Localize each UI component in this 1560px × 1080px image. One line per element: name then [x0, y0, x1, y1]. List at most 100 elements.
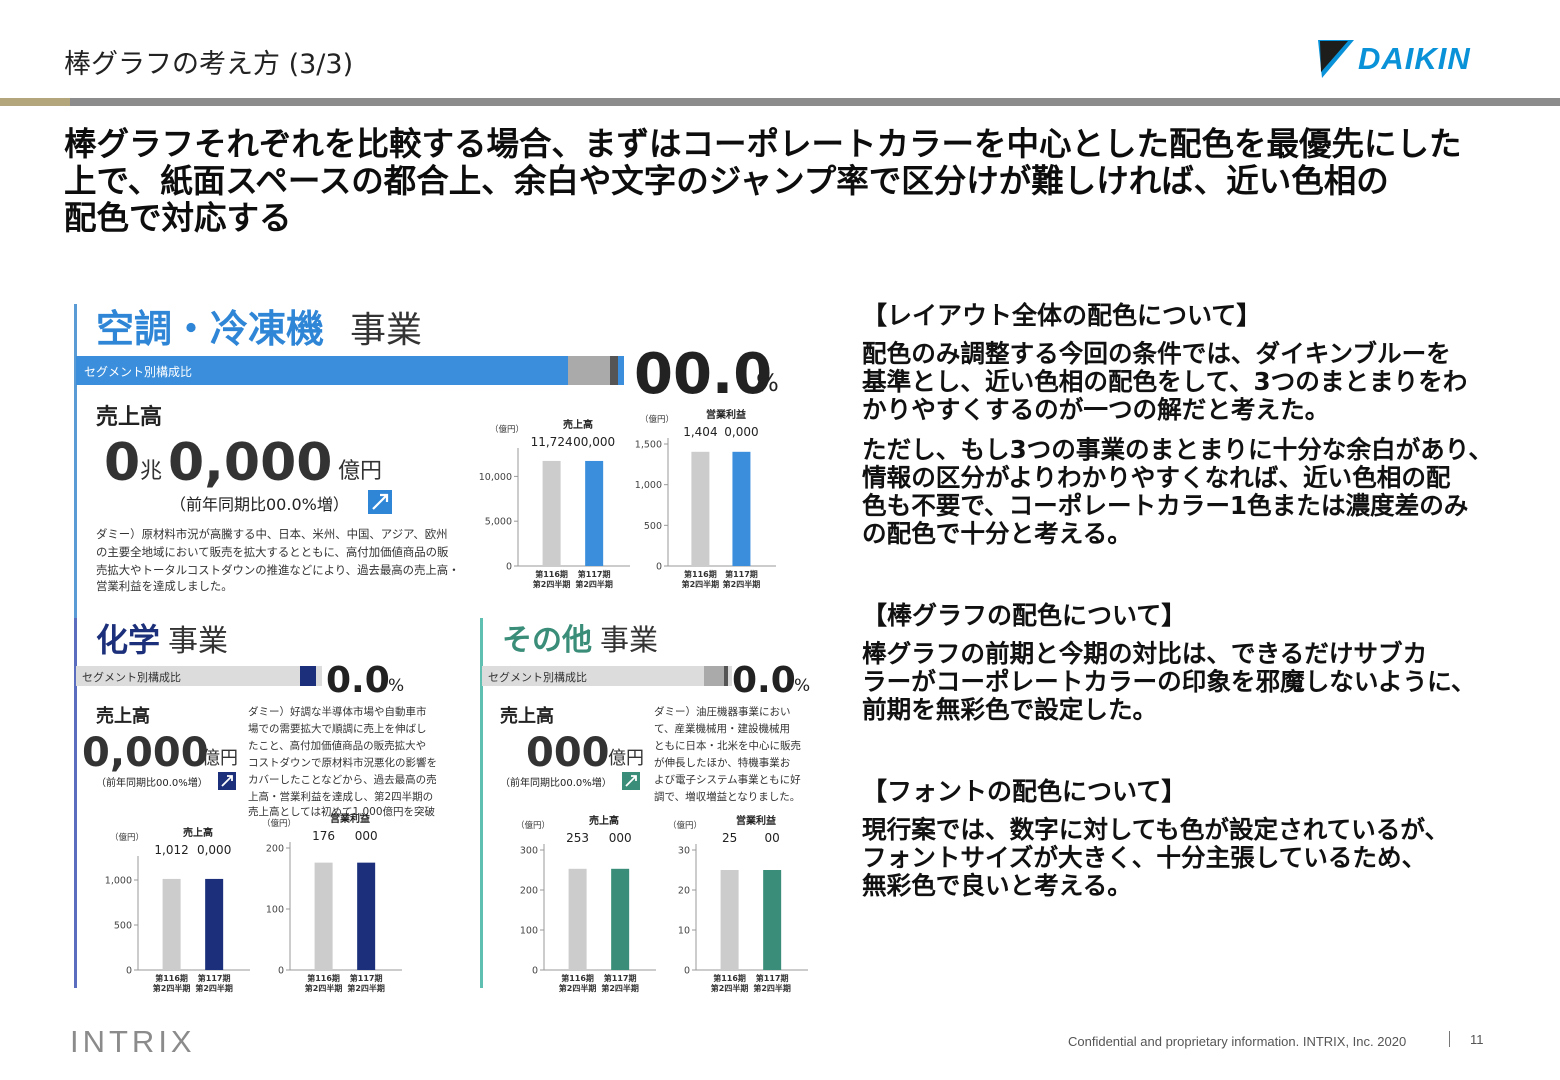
hvac-title: 空調・冷凍機 — [96, 307, 324, 351]
section-line: 現行案では、数字に対しても色が設定されているが、 — [862, 815, 1450, 844]
section-bar-colors: 【棒グラフの配色について】 棒グラフの前期と今期の対比は、できるだけサブカ ラー… — [862, 596, 1522, 724]
chart-tick-label: 0 — [684, 966, 690, 977]
hvac-ratio: 00.0 — [634, 342, 772, 407]
chart-tick-label: 10 — [678, 926, 690, 937]
chart-x-label: 第2四半期 — [559, 983, 597, 993]
chem-title-sub: 事業 — [168, 624, 228, 659]
chem-body-line: コストダウンで原材料市況悪化の影響を — [248, 756, 437, 769]
chart-x-label: 第117期 — [604, 973, 637, 983]
hvac-segment-bar-rest — [568, 356, 616, 385]
chart-unit-label: （億円） — [262, 818, 296, 829]
chart-x-label: 第2四半期 — [753, 983, 791, 993]
chart-tick-label: 1,000 — [105, 876, 132, 887]
chart-unit-label: （億円） — [640, 414, 674, 425]
chart-bar — [542, 460, 561, 566]
chart-tick-label: 10,000 — [479, 472, 512, 483]
section-heading: 【フォントの配色について】 — [862, 777, 1187, 806]
hvac-sales-value-1: 0 — [104, 433, 140, 493]
headline-line: 上で、紙面スペースの都合上、余白や文字のジャンプ率で区分けが難しければ、近い色相… — [64, 162, 1389, 200]
hvac-body-line: ダミー）原材料市況が高騰する中、日本、米州、中国、アジア、欧州 — [96, 527, 448, 541]
chart-bar — [763, 870, 782, 970]
headline: 棒グラフそれぞれを比較する場合、まずはコーポレートカラーを中心とした配色を最優先… — [64, 126, 1504, 237]
footer-note: Confidential and proprietary information… — [1068, 1034, 1407, 1049]
section-line: 無彩色で良いと考える。 — [862, 871, 1132, 900]
chart-tick-label: 0 — [506, 562, 512, 573]
chart-bar — [205, 878, 224, 970]
slide-title: 棒グラフの考え方 (3/3) — [64, 49, 354, 80]
chem-title: 化学 — [96, 621, 160, 659]
header-rule-accent — [0, 98, 70, 106]
chart-tick-label: 1,500 — [635, 440, 662, 451]
chart-tick-label: 20 — [678, 886, 690, 897]
chart-x-label: 第116期 — [561, 973, 594, 983]
chart-tick-label: 30 — [678, 846, 690, 857]
hvac-sales-label: 売上高 — [96, 404, 162, 430]
other-segment-bar-fill — [704, 666, 726, 686]
chem-sales-label: 売上高 — [96, 705, 150, 727]
other-body-line: よび電子システム事業ともに好 — [654, 773, 801, 786]
chart-tick-label: 200 — [520, 886, 538, 897]
chart-value-label: 00 — [765, 831, 780, 845]
chart-bar — [162, 878, 181, 970]
chart-x-label: 第117期 — [578, 569, 611, 579]
headline-line: 棒グラフそれぞれを比較する場合、まずはコーポレートカラーを中心とした配色を最優先… — [64, 125, 1462, 163]
section-line: の配色で十分と考える。 — [862, 519, 1132, 548]
header-rule — [70, 98, 1560, 106]
daikin-logo-text: DAIKIN — [1358, 41, 1471, 76]
chart-x-label: 第2四半期 — [601, 983, 639, 993]
chem-ratio-unit: % — [388, 676, 404, 696]
chart-value-label: 000 — [609, 831, 632, 845]
chem-body-line: たこと、高付加価値商品の販売拡大や — [248, 739, 426, 752]
section-line: ラーがコーポレートカラーの印象を邪魔しないように、 — [862, 667, 1476, 696]
chart-x-label: 第2四半期 — [195, 983, 233, 993]
chart-bar — [357, 862, 376, 970]
other-ratio-unit: % — [794, 676, 810, 696]
chem-body-line: ダミー）好調な半導体市場や自動車市 — [248, 705, 427, 718]
chart-tick-label: 300 — [520, 846, 538, 857]
chart-x-label: 第117期 — [725, 569, 758, 579]
chart-unit-label: （億円） — [668, 820, 702, 831]
section-layout-colors: 【レイアウト全体の配色について】 配色のみ調整する今回の条件では、ダイキンブルー… — [862, 296, 1522, 548]
chart-bar — [732, 451, 751, 566]
chem-segment-bar — [76, 666, 322, 686]
chart-title: 売上高 — [563, 418, 593, 431]
other-body-line: ダミー）油圧機器事業におい — [654, 705, 791, 718]
section-line: 配色のみ調整する今回の条件では、ダイキンブルーを — [862, 339, 1451, 368]
chem-body-line: カバーしたことなどから、過去最高の売 — [248, 773, 437, 786]
chart-x-label: 第2四半期 — [347, 983, 385, 993]
section-line: 情報の区分がよりわかりやすくなれば、近い色相の配 — [862, 463, 1451, 492]
hvac-body-line: 営業利益を達成しました。 — [96, 579, 233, 593]
chart-title: 売上高 — [589, 814, 619, 827]
section-heading: 【棒グラフの配色について】 — [862, 601, 1187, 630]
chart-x-label: 第117期 — [350, 973, 383, 983]
headline-line: 配色で対応する — [64, 199, 292, 237]
hvac-ratio-unit: % — [756, 369, 779, 397]
chart-x-label: 第2四半期 — [153, 983, 191, 993]
chart-unit-label: （億円） — [516, 820, 550, 831]
section-line: 色も不要で、コーポレートカラー1色または濃度差のみ — [862, 491, 1469, 520]
chem-sales-value: 0,000 — [82, 730, 209, 776]
hvac-sales-unit-1: 兆 — [140, 459, 162, 484]
other-segment-bar — [482, 666, 732, 686]
chem-segment-bar-fill — [300, 666, 316, 686]
chem-segment-label: セグメント別構成比 — [82, 670, 181, 684]
chart-bar — [611, 868, 630, 970]
section-font-colors: 【フォントの配色について】 現行案では、数字に対しても色が設定されているが、 フ… — [862, 772, 1522, 900]
chart-x-label: 第2四半期 — [305, 983, 343, 993]
section-line: 基準とし、近い色相の配色をして、3つのまとまりをわ — [862, 367, 1468, 396]
page-number: 11 — [1470, 1032, 1484, 1047]
daikin-logo — [1318, 40, 1354, 78]
chart-title: 営業利益 — [706, 408, 746, 421]
chart-value-label: 176 — [312, 829, 335, 843]
other-title: その他 — [502, 623, 592, 658]
chart-tick-label: 0 — [656, 562, 662, 573]
section-line: かりやすくするのが一つの解だと考えた。 — [862, 395, 1330, 424]
chart-value-label: 253 — [566, 831, 589, 845]
other-sales-value: 000 — [526, 730, 610, 776]
chart-value-label: 1,012 — [154, 843, 188, 857]
section-line: 前期を無彩色で設定した。 — [862, 695, 1158, 724]
chart-x-label: 第116期 — [713, 973, 746, 983]
chem-body-line: 場での需要拡大で順調に売上を伸ばし — [248, 722, 427, 735]
chart-x-label: 第116期 — [155, 973, 188, 983]
